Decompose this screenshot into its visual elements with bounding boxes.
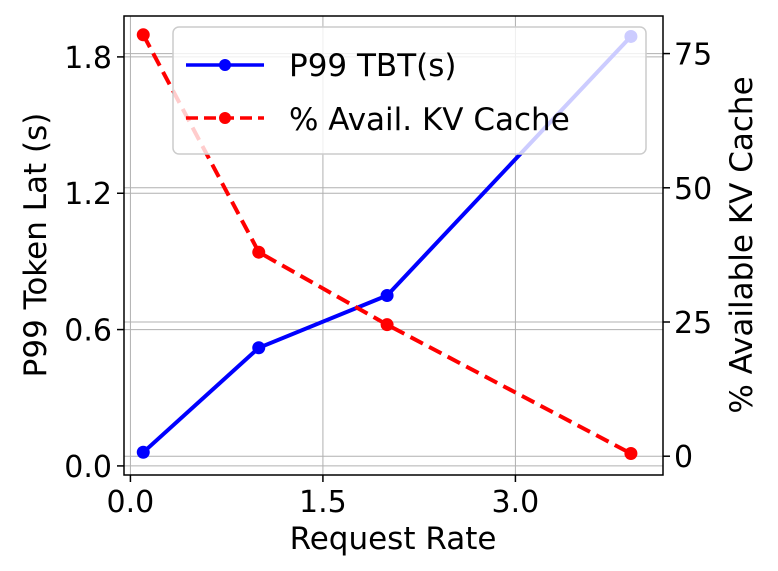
left-tick-label: 0.0 — [64, 450, 112, 485]
right-axis-ticks: 0 25 50 75 — [663, 38, 712, 475]
x-axis-label: Request Rate — [290, 521, 497, 557]
x-tick-label: 1.5 — [299, 485, 347, 520]
series-line-0 — [141, 35, 633, 454]
legend-marker-kv — [219, 112, 231, 124]
right-axis-label: % Available KV Cache — [724, 76, 760, 413]
legend-marker-tbt — [219, 59, 231, 71]
series-0-point — [136, 445, 150, 459]
left-tick-label: 0.6 — [64, 314, 112, 349]
left-tick-label: 1.2 — [64, 177, 112, 212]
series-1-point — [624, 447, 638, 461]
left-axis-label: P99 Token Lat (s) — [18, 113, 54, 378]
series-1-point — [252, 245, 266, 259]
right-tick-label: 25 — [674, 306, 712, 341]
right-tick-label: 75 — [674, 38, 712, 73]
x-tick-label: 3.0 — [492, 485, 540, 520]
legend: P99 TBT(s) % Avail. KV Cache — [172, 26, 647, 155]
left-axis-ticks: 0.0 0.6 1.2 1.8 — [64, 41, 124, 485]
series-1-point — [380, 318, 394, 332]
series-layer — [136, 28, 638, 461]
legend-box — [172, 26, 647, 155]
series-line-1 — [141, 33, 632, 456]
right-tick-label: 0 — [674, 440, 693, 475]
series-1-point — [136, 28, 150, 42]
right-tick-label: 50 — [674, 172, 712, 207]
series-0-point — [252, 341, 266, 355]
x-axis-ticks: 0.0 1.5 3.0 — [107, 475, 540, 520]
left-tick-label: 1.8 — [64, 41, 112, 76]
series-0-point — [380, 288, 394, 302]
legend-label-tbt: P99 TBT(s) — [289, 48, 456, 84]
legend-label-kv: % Avail. KV Cache — [289, 102, 570, 138]
plot-frame — [123, 15, 664, 476]
x-tick-label: 0.0 — [107, 485, 155, 520]
